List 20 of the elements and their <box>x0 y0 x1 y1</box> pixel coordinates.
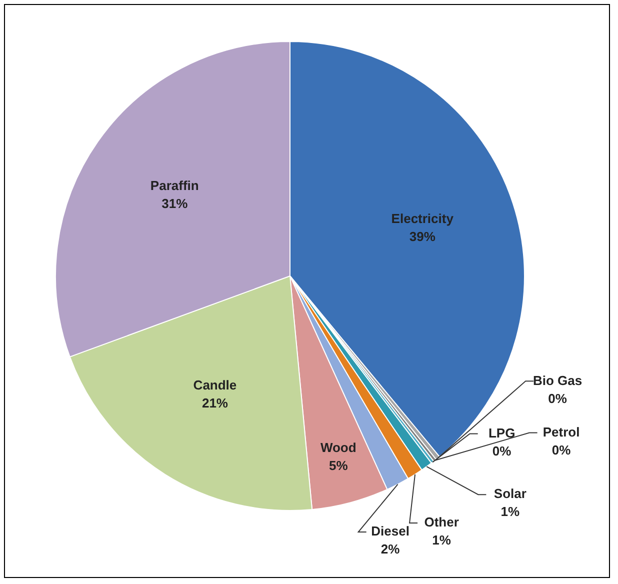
slice-label: Candle <box>193 378 237 393</box>
data-label: 1% <box>500 504 520 520</box>
slice-label: Bio Gas <box>532 372 582 388</box>
data-label: 21% <box>202 396 228 411</box>
data-label: 0% <box>552 442 572 458</box>
data-label: 31% <box>162 196 188 212</box>
slice-label: LPG <box>488 425 516 440</box>
slice-label: Electricity <box>391 210 454 226</box>
slice-label: Petrol <box>542 424 580 440</box>
data-label: 0% <box>548 390 568 406</box>
slice-label: Solar <box>494 486 526 502</box>
data-label: 1% <box>432 532 452 548</box>
data-label: 2% <box>380 542 400 557</box>
slice-label: Diesel <box>371 524 410 539</box>
data-label: 5% <box>328 458 348 473</box>
slice-label: Paraffin <box>150 178 199 194</box>
slice-label: Other <box>424 514 459 530</box>
data-label: 39% <box>409 228 436 244</box>
data-label: 0% <box>492 443 512 458</box>
slice-label: Wood <box>320 440 356 455</box>
